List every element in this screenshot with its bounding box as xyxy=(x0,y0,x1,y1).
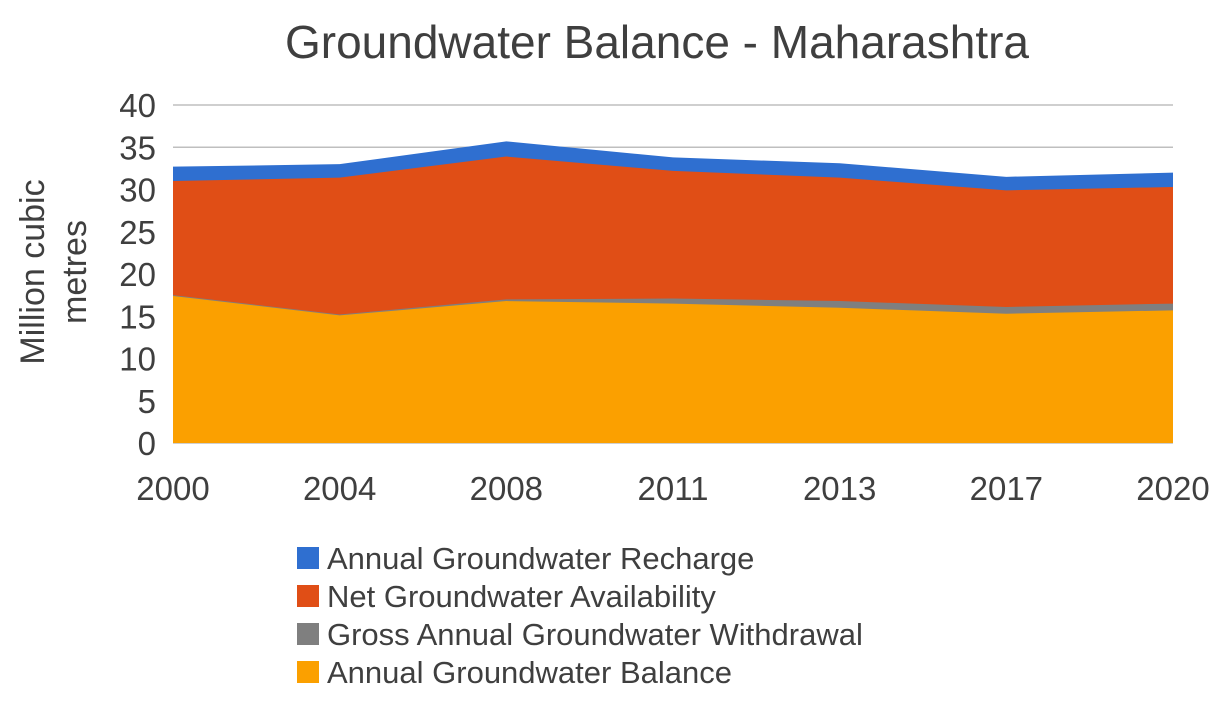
area-series-group xyxy=(173,141,1173,444)
legend-swatch xyxy=(297,547,319,569)
x-tick-label: 2004 xyxy=(303,470,376,507)
y-tick-label: 40 xyxy=(119,87,156,124)
y-axis-label-line-2: metres xyxy=(56,220,94,324)
legend-item: Gross Annual Groundwater Withdrawal xyxy=(297,617,863,652)
x-tick-label: 2013 xyxy=(803,470,876,507)
x-tick-label: 2017 xyxy=(970,470,1043,507)
y-tick-label: 30 xyxy=(119,172,156,209)
y-tick-label: 0 xyxy=(138,425,156,462)
legend-label: Gross Annual Groundwater Withdrawal xyxy=(327,617,863,652)
legend-label: Annual Groundwater Balance xyxy=(327,655,732,690)
legend-swatch xyxy=(297,585,319,607)
legend-item: Annual Groundwater Balance xyxy=(297,655,732,690)
x-tick-label: 2000 xyxy=(136,470,209,507)
y-tick-label: 25 xyxy=(119,214,156,251)
legend-swatch xyxy=(297,661,319,683)
y-tick-label: 10 xyxy=(119,341,156,378)
x-axis-tick-labels: 2000 2004 2008 2011 2013 2017 2020 xyxy=(136,470,1209,507)
legend-item: Annual Groundwater Recharge xyxy=(297,541,754,576)
y-axis-tick-labels: 0 5 10 15 20 25 30 35 40 xyxy=(119,87,156,462)
y-tick-label: 15 xyxy=(119,298,156,335)
y-tick-label: 35 xyxy=(119,129,156,166)
legend-item: Net Groundwater Availability xyxy=(297,579,716,614)
y-tick-label: 20 xyxy=(119,256,156,293)
legend-label: Net Groundwater Availability xyxy=(327,579,716,614)
legend-label: Annual Groundwater Recharge xyxy=(327,541,754,576)
legend-swatch xyxy=(297,623,319,645)
area-annual-groundwater-balance xyxy=(173,295,1173,443)
x-tick-label: 2020 xyxy=(1136,470,1209,507)
y-tick-label: 5 xyxy=(138,383,156,420)
x-tick-label: 2011 xyxy=(638,470,709,507)
chart-title: Groundwater Balance - Maharashtra xyxy=(285,16,1029,68)
x-tick-label: 2008 xyxy=(470,470,543,507)
y-axis-label-line-1: Million cubic xyxy=(14,179,52,364)
